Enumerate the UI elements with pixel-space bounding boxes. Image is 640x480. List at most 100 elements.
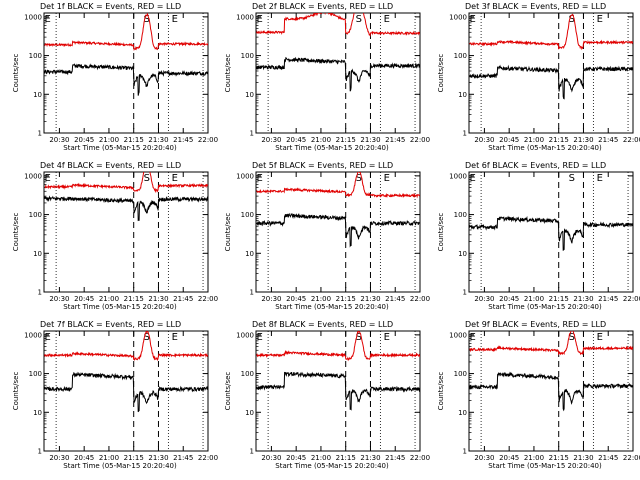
x-axis-label: Start Time (05-Mar-15 20:20:40) xyxy=(488,303,602,311)
interval-marker-label: E xyxy=(470,332,476,343)
x-axis-label: Start Time (05-Mar-15 20:20:40) xyxy=(488,462,602,470)
x-tick-label: 21:15 xyxy=(336,136,356,144)
x-tick-label: 22:00 xyxy=(198,295,218,303)
panel-det-9: Det 9f BLACK = Events, RED = LLD 1 10 100 10… xyxy=(437,320,640,470)
x-tick-label: 21:15 xyxy=(336,295,356,303)
x-tick-label: 21:45 xyxy=(385,136,405,144)
x-tick-label: 21:00 xyxy=(99,295,119,303)
y-tick-label: 100 xyxy=(241,370,254,378)
x-tick-label: 21:15 xyxy=(549,136,569,144)
y-tick-label: 10 xyxy=(245,409,254,417)
x-tick-label: 20:30 xyxy=(261,136,281,144)
interval-marker-label: S xyxy=(144,332,150,343)
y-axis-label: Counts/sec xyxy=(224,54,232,93)
series-events-line xyxy=(469,215,633,251)
y-tick-label: 1000 xyxy=(236,331,254,339)
x-tick-label: 21:00 xyxy=(311,454,331,462)
series-lld-line xyxy=(256,331,420,362)
y-tick-label: 1000 xyxy=(24,13,42,21)
x-tick-label: 21:45 xyxy=(598,454,618,462)
x-tick-label: 21:30 xyxy=(148,136,168,144)
y-tick-label: 1000 xyxy=(449,172,467,180)
x-tick-label: 21:30 xyxy=(360,454,380,462)
x-tick-label: 21:00 xyxy=(99,454,119,462)
x-axis-label: Start Time (05-Mar-15 20:20:40) xyxy=(488,144,602,152)
panel-det-1: Det 1f BLACK = Events, RED = LLD 1 10 100 10… xyxy=(12,2,218,152)
y-axis-label: Counts/sec xyxy=(12,54,20,93)
interval-marker-label: E xyxy=(384,332,390,343)
y-tick-label: 10 xyxy=(458,91,467,99)
x-tick-label: 21:45 xyxy=(173,295,193,303)
y-tick-label: 10 xyxy=(33,409,42,417)
x-tick-label: 21:00 xyxy=(524,454,544,462)
interval-marker-label: E xyxy=(597,173,603,184)
y-axis-label: Counts/sec xyxy=(437,372,445,411)
panel-title: Det 4f BLACK = Events, RED = LLD xyxy=(40,161,181,170)
y-axis-label: Counts/sec xyxy=(437,54,445,93)
y-tick-label: 10 xyxy=(458,250,467,258)
x-tick-label: 20:45 xyxy=(499,454,519,462)
interval-marker-label: S xyxy=(356,332,362,343)
interval-marker-label: S xyxy=(356,14,362,25)
x-tick-label: 21:15 xyxy=(336,454,356,462)
x-axis-label: Start Time (05-Mar-15 20:20:40) xyxy=(63,144,177,152)
series-events-line xyxy=(44,371,208,413)
panel-det-2: Det 2f BLACK = Events, RED = LLD 1 10 100 10… xyxy=(224,2,430,152)
interval-marker-label: S xyxy=(569,173,575,184)
plot-frame xyxy=(255,12,421,134)
y-tick-label: 10 xyxy=(245,250,254,258)
plot-frame xyxy=(255,171,421,293)
y-tick-label: 100 xyxy=(454,370,467,378)
panel-title: Det 3f BLACK = Events, RED = LLD xyxy=(465,2,606,11)
x-tick-label: 20:30 xyxy=(474,454,494,462)
x-tick-label: 21:15 xyxy=(124,295,144,303)
x-tick-label: 20:45 xyxy=(286,295,306,303)
interval-marker-label: E xyxy=(45,14,51,25)
interval-marker-label: E xyxy=(257,14,263,25)
interval-marker-label: E xyxy=(597,332,603,343)
interval-marker-label: E xyxy=(384,14,390,25)
interval-marker-label: S xyxy=(569,14,575,25)
x-tick-label: 22:00 xyxy=(410,136,430,144)
x-tick-label: 20:45 xyxy=(74,136,94,144)
x-tick-label: 20:45 xyxy=(499,136,519,144)
x-tick-label: 22:00 xyxy=(198,136,218,144)
x-tick-label: 22:00 xyxy=(410,454,430,462)
panel-title: Det 6f BLACK = Events, RED = LLD xyxy=(465,161,606,170)
interval-marker-label: S xyxy=(356,173,362,184)
y-tick-label: 1 xyxy=(38,130,42,138)
x-tick-label: 21:30 xyxy=(573,136,593,144)
y-tick-label: 1 xyxy=(250,289,254,297)
y-tick-label: 1000 xyxy=(449,13,467,21)
panel-det-5: Det 5f BLACK = Events, RED = LLD 1 10 100 10… xyxy=(224,161,430,311)
x-tick-label: 20:30 xyxy=(474,136,494,144)
x-tick-label: 22:00 xyxy=(623,136,640,144)
series-events-line xyxy=(256,56,420,92)
series-events-line xyxy=(44,63,208,96)
x-tick-label: 21:00 xyxy=(99,136,119,144)
interval-marker-label: E xyxy=(384,173,390,184)
panel-title: Det 5f BLACK = Events, RED = LLD xyxy=(252,161,393,170)
series-lld-line xyxy=(44,172,208,194)
x-tick-label: 20:45 xyxy=(286,454,306,462)
y-tick-label: 1 xyxy=(463,448,467,456)
y-axis-label: Counts/sec xyxy=(224,372,232,411)
series-lld-line xyxy=(469,13,633,51)
x-tick-label: 21:30 xyxy=(148,454,168,462)
y-tick-label: 1000 xyxy=(24,172,42,180)
interval-marker-label: E xyxy=(172,14,178,25)
y-axis-label: Counts/sec xyxy=(224,213,232,252)
x-tick-label: 21:45 xyxy=(385,454,405,462)
x-tick-label: 22:00 xyxy=(410,295,430,303)
plot-frame xyxy=(468,330,634,452)
interval-marker-label: E xyxy=(45,332,51,343)
x-tick-label: 20:45 xyxy=(499,295,519,303)
x-tick-label: 20:30 xyxy=(261,454,281,462)
x-axis-label: Start Time (05-Mar-15 20:20:40) xyxy=(63,303,177,311)
x-axis-label: Start Time (05-Mar-15 20:20:40) xyxy=(275,303,389,311)
y-tick-label: 100 xyxy=(29,211,42,219)
x-tick-label: 21:45 xyxy=(598,295,618,303)
series-lld-line xyxy=(256,172,420,199)
y-tick-label: 100 xyxy=(454,211,467,219)
